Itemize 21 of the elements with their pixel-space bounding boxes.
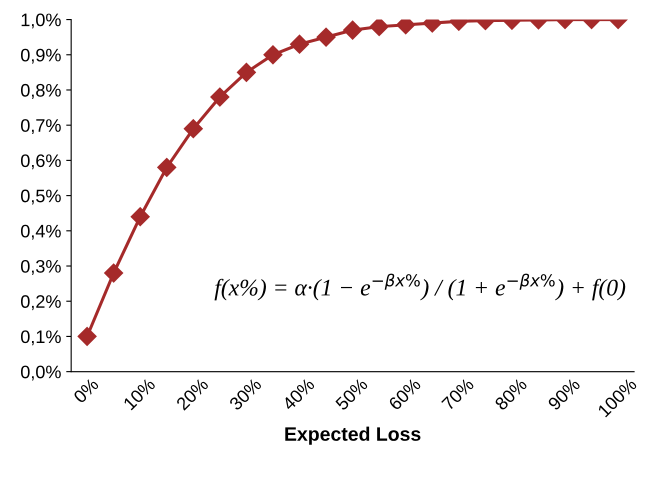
y-tick-label: 0,4%: [21, 224, 61, 240]
y-tick-label: 0,1%: [21, 330, 61, 346]
y-tick-label: 0,6%: [21, 154, 61, 170]
x-tick-label: 0%: [72, 377, 100, 404]
x-tick-label: 40%: [281, 377, 316, 412]
x-tick-label: 30%: [228, 377, 262, 411]
y-tick-label: 0,5%: [21, 190, 61, 204]
x-tick-label: 50%: [334, 377, 368, 411]
x-tick-label: 80%: [494, 377, 528, 411]
annotation: f(x%) = α·(1 − e$^{−βx%}$) / (1 + e$^{−βx%}$) + f(0): [214, 274, 626, 300]
x-tick-label: 60%: [388, 377, 422, 411]
y-tick-label: 0,0%: [21, 366, 61, 380]
x-tick-label: 90%: [547, 377, 581, 411]
y-tick-label: 1,0%: [22, 13, 61, 28]
y-tick-label: 0,2%: [21, 295, 61, 310]
x-axis-title: Expected Loss: [285, 426, 420, 445]
y-tick-label: 0,9%: [21, 48, 61, 64]
y-tick-label: 0,7%: [21, 119, 61, 134]
x-tick-label: 70%: [441, 377, 475, 411]
y-tick-label: 0,3%: [21, 260, 61, 275]
y-tick-label: 0,8%: [21, 84, 61, 99]
